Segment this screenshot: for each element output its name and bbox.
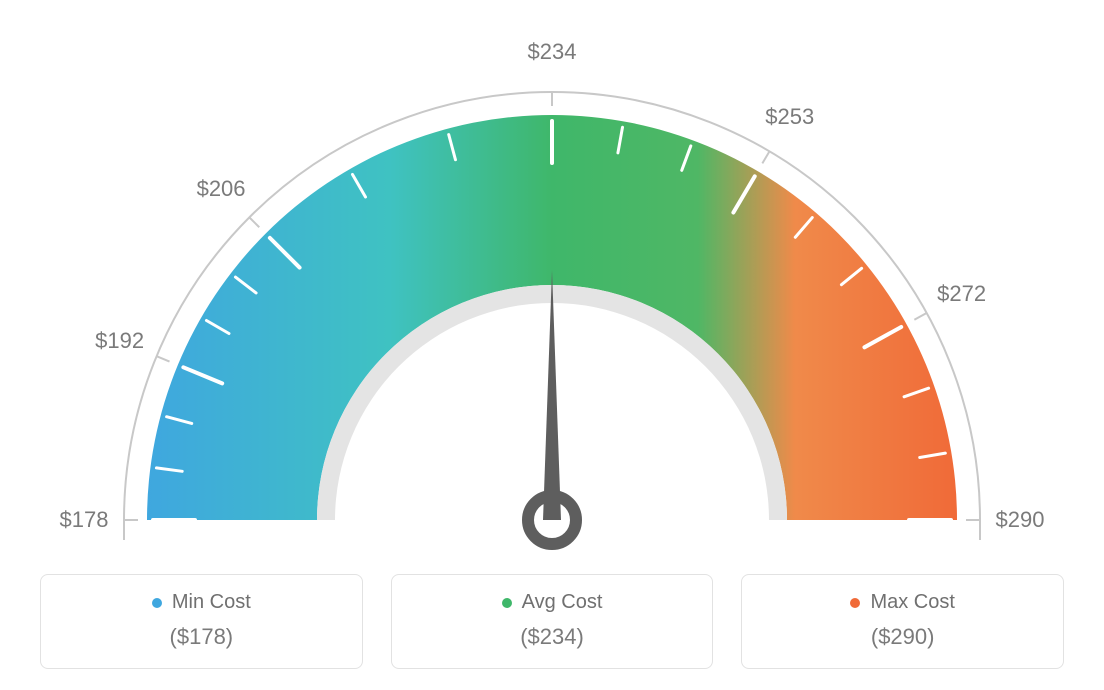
avg-dot-icon [502,598,512,608]
avg-cost-title: Avg Cost [502,591,603,614]
min-cost-card: Min Cost ($178) [40,574,363,669]
max-cost-label: Max Cost [870,591,954,614]
gauge-tick-label: $253 [765,104,814,130]
gauge-tick-label: $272 [937,281,986,307]
min-dot-icon [152,598,162,608]
avg-cost-card: Avg Cost ($234) [391,574,714,669]
min-cost-title: Min Cost [152,591,251,614]
min-cost-value: ($178) [51,624,352,650]
summary-cards: Min Cost ($178) Avg Cost ($234) Max Cost… [0,574,1104,669]
max-cost-title: Max Cost [850,591,954,614]
max-cost-card: Max Cost ($290) [741,574,1064,669]
gauge-tick-label: $178 [60,507,109,533]
gauge-tick-label: $192 [95,328,144,354]
avg-cost-label: Avg Cost [522,591,603,614]
min-cost-label: Min Cost [172,591,251,614]
avg-cost-value: ($234) [402,624,703,650]
max-cost-value: ($290) [752,624,1053,650]
gauge-tick-label: $290 [996,507,1045,533]
gauge-tick-label: $206 [197,176,246,202]
gauge-chart: $178 $192 $206 $234 $253 $272 $290 [0,0,1104,570]
gauge-tick-label: $234 [528,39,577,65]
max-dot-icon [850,598,860,608]
